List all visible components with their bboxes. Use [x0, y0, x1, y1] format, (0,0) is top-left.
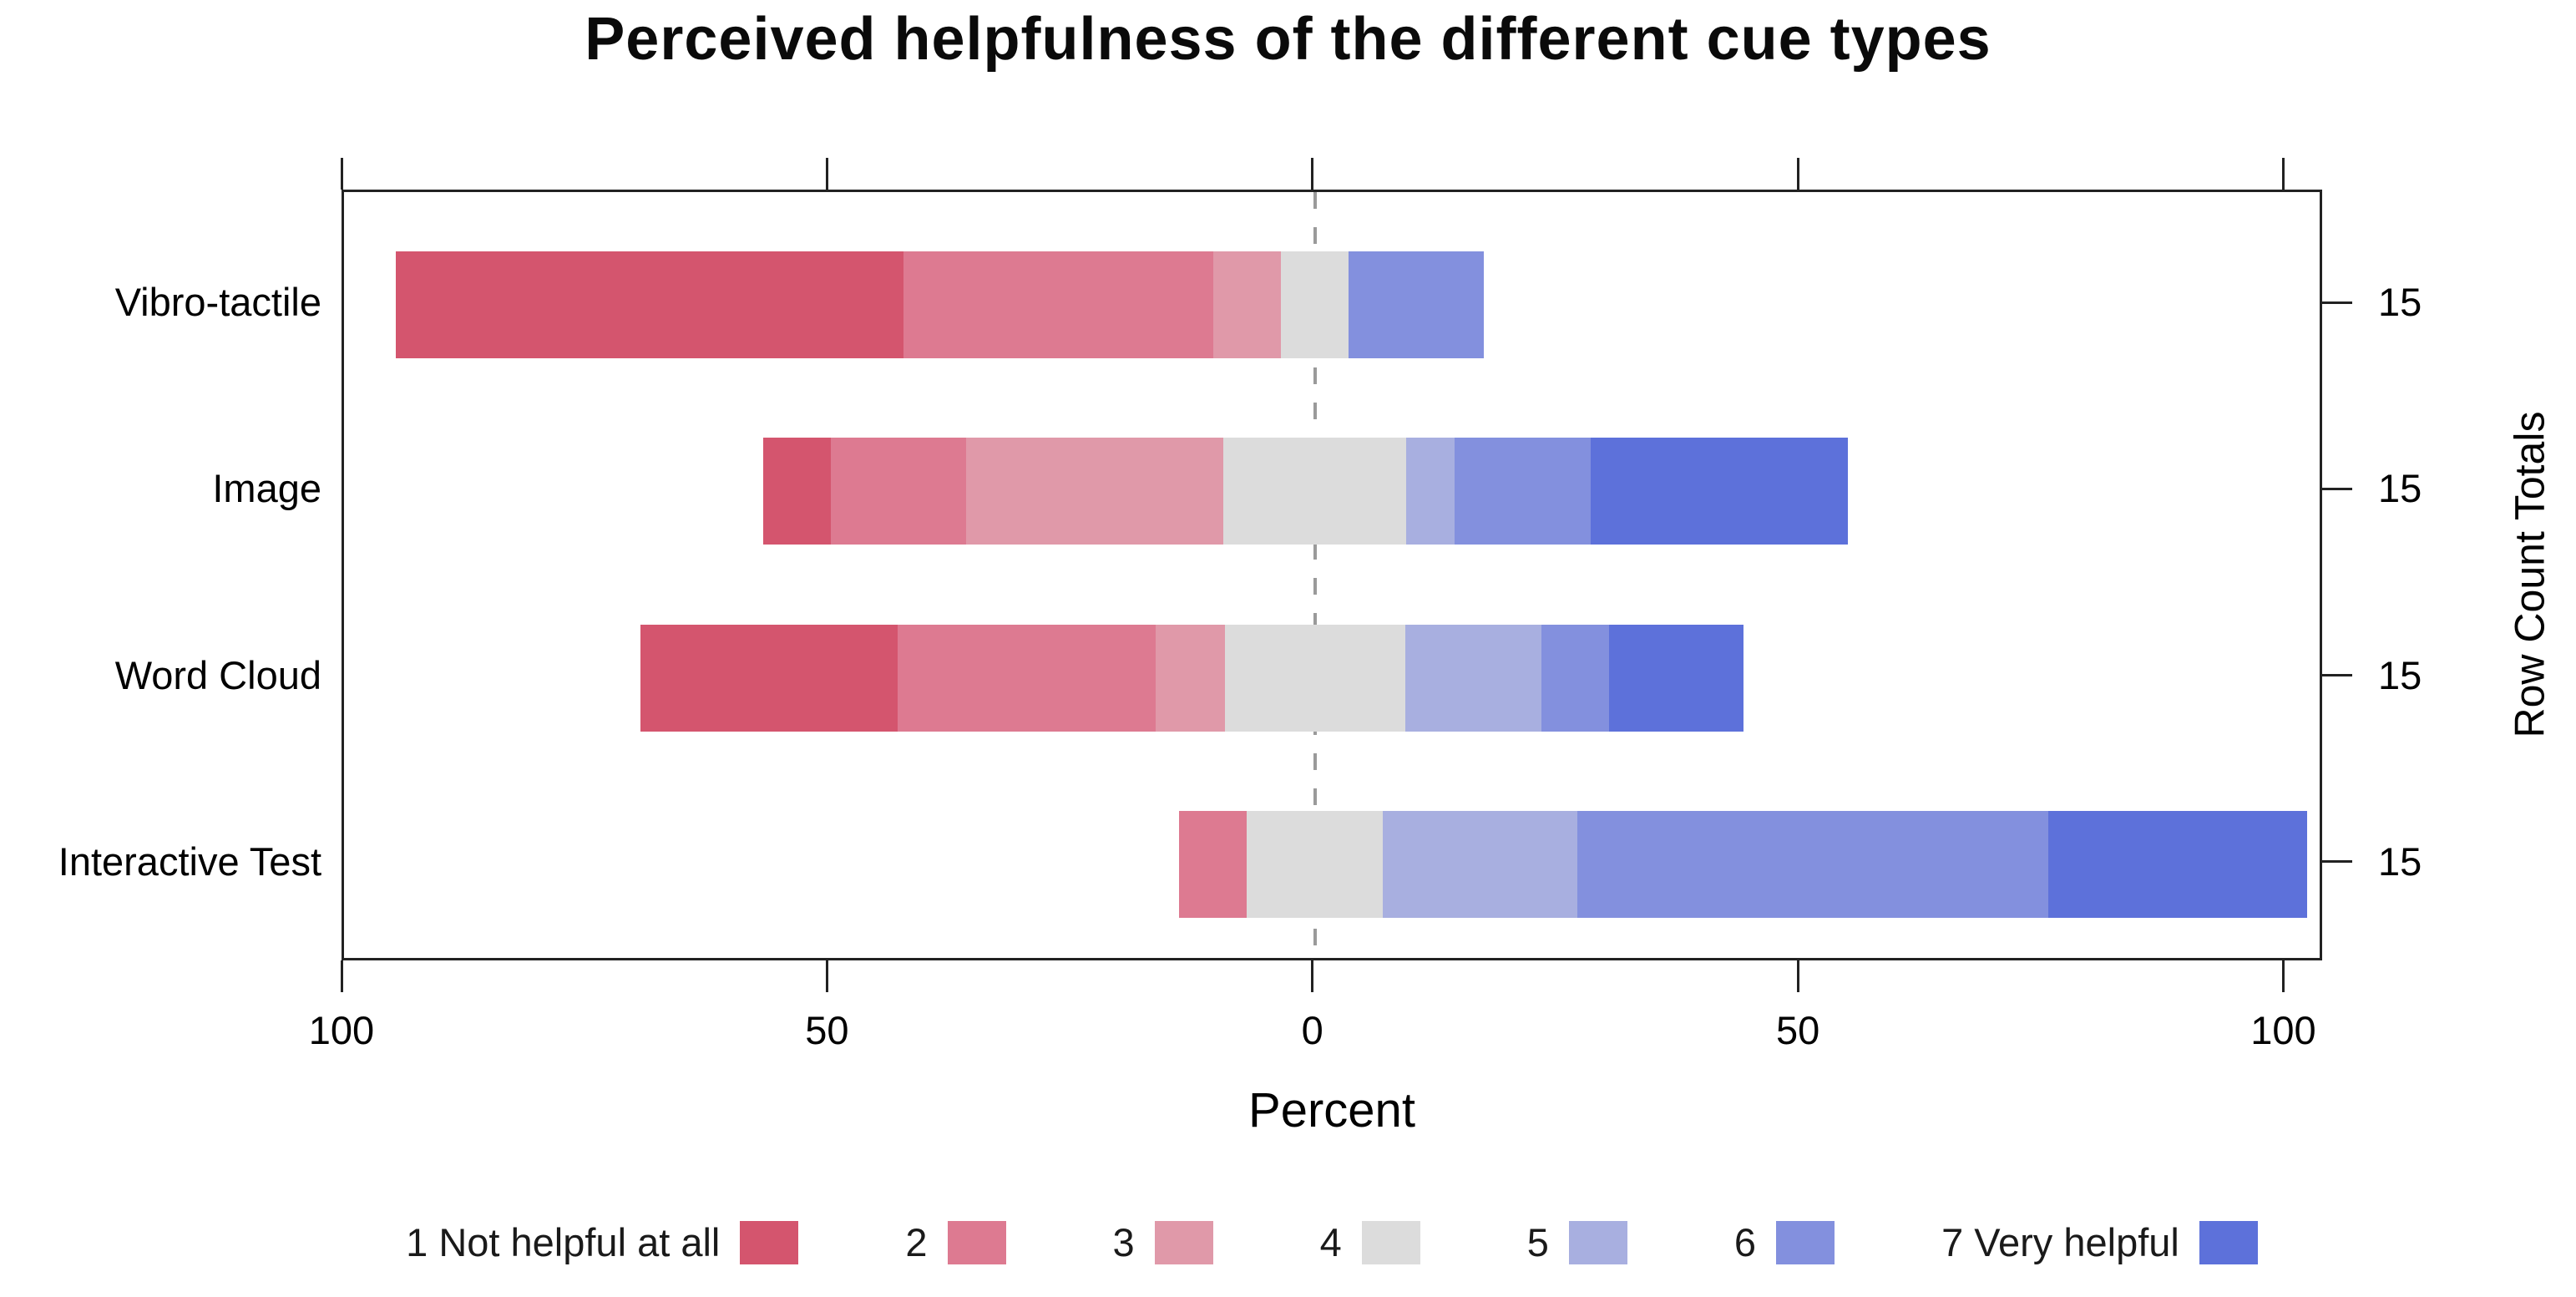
x-axis-tick-label: 50	[805, 1008, 849, 1052]
x-axis-title: Percent	[1248, 1083, 1415, 1137]
legend-swatch	[740, 1220, 799, 1264]
legend-item: 5	[1527, 1219, 1627, 1265]
bar-segment	[1455, 438, 1591, 545]
y-axis-category-label: Vibro-tactile	[114, 280, 321, 324]
legend-label: 3	[1112, 1220, 1135, 1264]
legend-item: 7 Very helpful	[1941, 1219, 2258, 1265]
x-axis-tick-top	[1311, 158, 1314, 190]
right-axis-tick	[2322, 301, 2352, 304]
row-count-total-label: 15	[2378, 652, 2422, 697]
bar-segment	[2047, 810, 2308, 918]
bar-segment	[1576, 810, 2048, 918]
bar-segment	[966, 438, 1224, 545]
bar-row	[344, 810, 2320, 918]
legend-label: 4	[1319, 1220, 1342, 1264]
plot-panel	[342, 190, 2322, 960]
legend-swatch	[947, 1220, 1006, 1264]
bar-segment	[640, 624, 898, 732]
bar-segment	[830, 438, 967, 545]
x-axis-tick	[1796, 960, 1799, 992]
legend-item: 4	[1320, 1219, 1420, 1265]
row-count-total-label: 15	[2378, 838, 2422, 884]
legend-label: 1 Not helpful at all	[406, 1220, 721, 1264]
x-axis-tick	[1311, 960, 1314, 992]
bar-segment	[1212, 251, 1282, 358]
legend-item: 3	[1113, 1219, 1213, 1265]
bar-segment	[897, 624, 1156, 732]
legend-item: 6	[1734, 1219, 1835, 1265]
bar-segment	[1590, 438, 1849, 545]
legend-item: 1 Not helpful at all	[406, 1219, 799, 1265]
legend-label: 6	[1733, 1220, 1757, 1264]
legend-item: 2	[905, 1219, 1006, 1265]
bar-segment	[1541, 624, 1610, 732]
x-axis-tick	[340, 960, 343, 992]
x-axis-tick-label: 50	[1775, 1008, 1820, 1052]
row-count-total-label: 15	[2378, 280, 2422, 324]
bar-segment	[1178, 810, 1248, 918]
right-axis-title: Row Count Totals	[2506, 411, 2553, 738]
bar-segment	[1349, 251, 1485, 358]
x-axis-tick-top	[340, 158, 343, 190]
bar-segment	[1281, 251, 1349, 358]
legend-label: 5	[1526, 1220, 1549, 1264]
bar-segment	[1156, 624, 1225, 732]
x-axis-tick-top	[825, 158, 828, 190]
y-axis-category-label: Image	[212, 466, 321, 511]
bar-segment	[1404, 624, 1541, 732]
x-axis-tick-label: 0	[1301, 1008, 1323, 1052]
legend-swatch	[1154, 1220, 1213, 1264]
x-axis-tick-top	[1796, 158, 1799, 190]
x-axis-tick-label: 100	[2250, 1008, 2316, 1052]
bar-segment	[1247, 810, 1384, 918]
legend-swatch	[2199, 1220, 2258, 1264]
x-axis-tick-label: 100	[308, 1008, 375, 1052]
legend-swatch	[1568, 1220, 1627, 1264]
y-axis-category-label: Word Cloud	[114, 652, 321, 697]
right-axis-tick	[2322, 487, 2352, 490]
x-axis-tick	[825, 960, 828, 992]
bar-segment	[1609, 624, 1743, 732]
chart-title: Perceived helpfulness of the different c…	[585, 6, 1991, 73]
zero-reference-line	[1313, 192, 1317, 958]
right-axis-tick	[2322, 674, 2352, 677]
legend-label: 7 Very helpful	[1941, 1220, 2179, 1264]
bar-segment	[1224, 624, 1405, 732]
x-axis-tick	[2281, 960, 2285, 992]
bar-segment	[1383, 810, 1577, 918]
bar-segment	[763, 438, 831, 545]
bar-segment	[1406, 438, 1455, 545]
bar-segment	[1223, 438, 1407, 545]
bar-row	[344, 624, 2320, 732]
x-axis-tick-top	[2281, 158, 2285, 190]
legend-swatch	[1361, 1220, 1420, 1264]
row-count-total-label: 15	[2378, 466, 2422, 511]
y-axis-category-label: Interactive Test	[58, 838, 321, 884]
legend-label: 2	[905, 1220, 928, 1264]
bar-row	[344, 438, 2320, 545]
bar-segment	[395, 251, 903, 358]
bar-row	[344, 251, 2320, 358]
right-axis-tick	[2322, 860, 2352, 864]
legend-swatch	[1776, 1220, 1835, 1264]
bar-segment	[903, 251, 1213, 358]
legend: 1 Not helpful at all 2 3 4 5 6 7 Very helpful	[342, 1219, 2322, 1265]
